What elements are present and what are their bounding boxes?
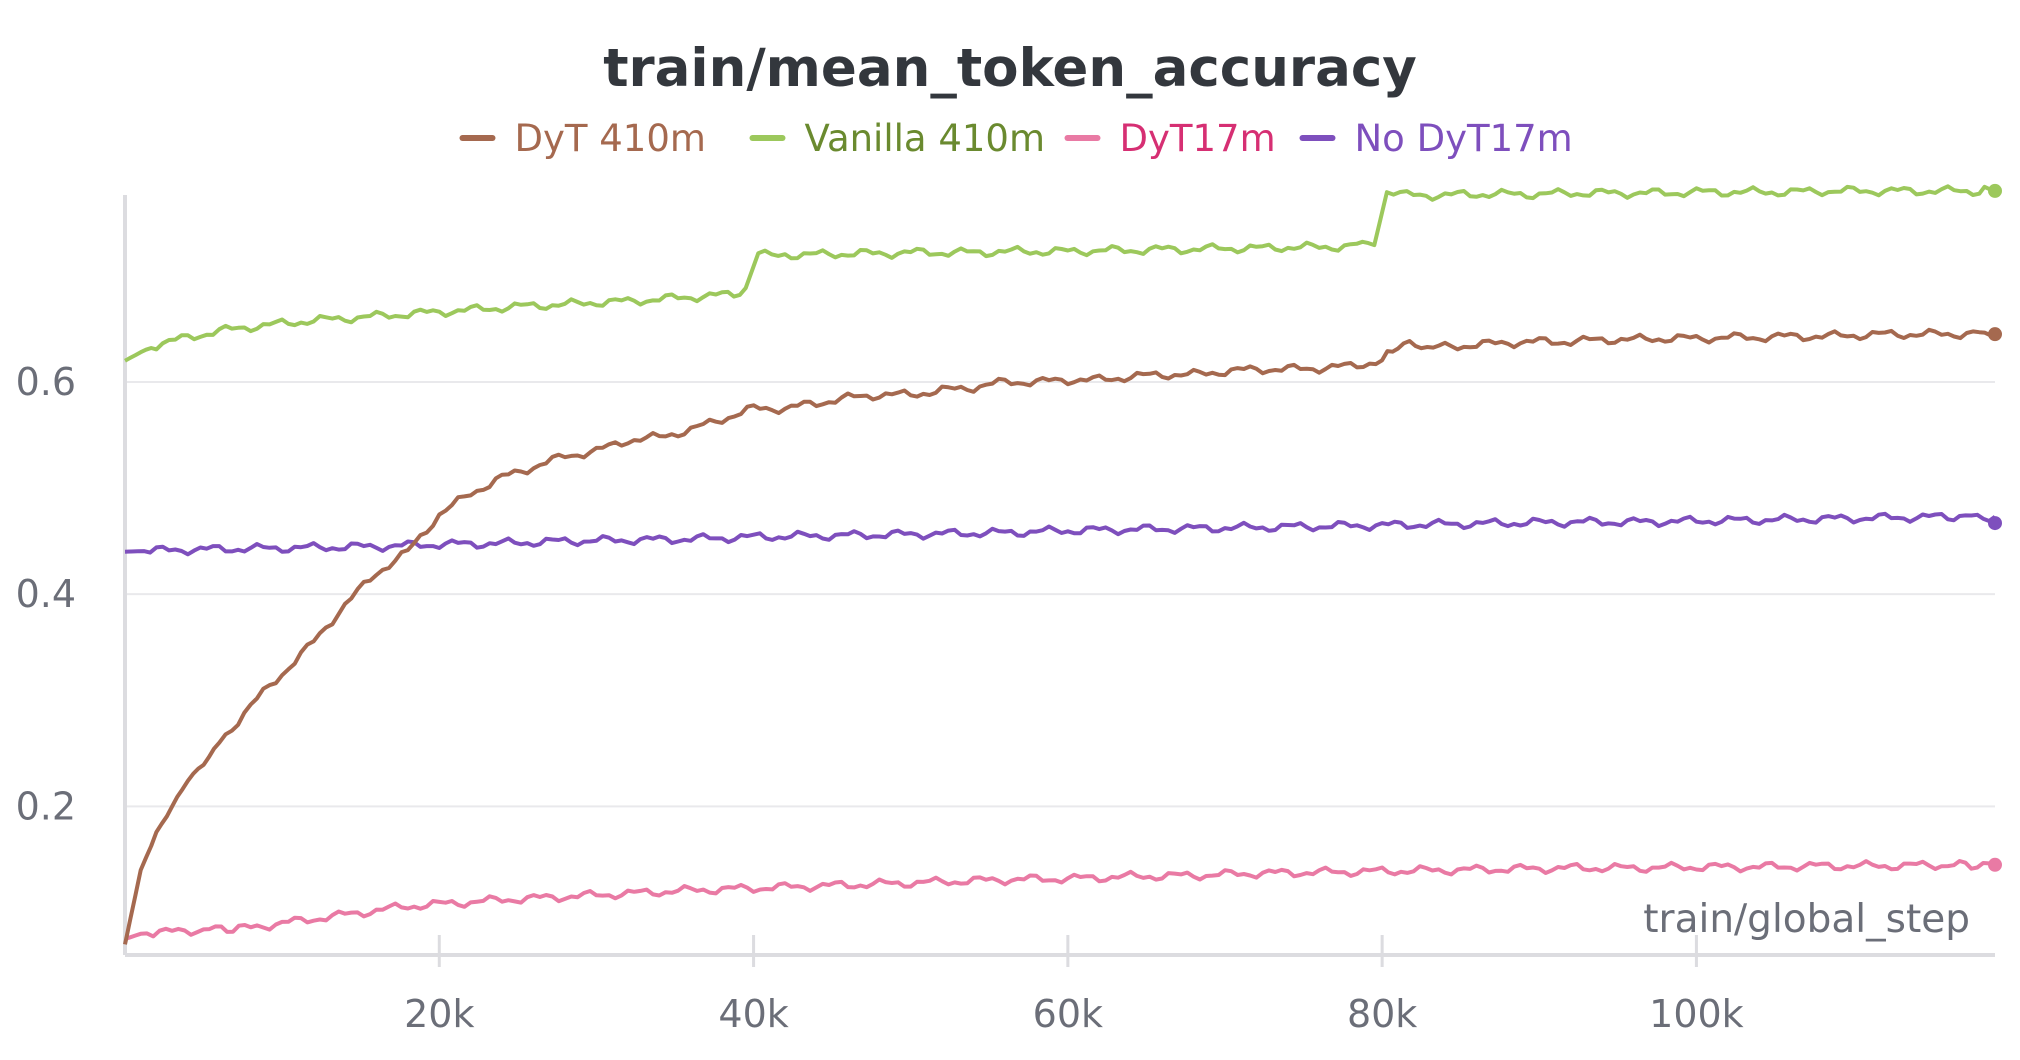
legend-item[interactable]: No DyT17m (1299, 117, 1573, 160)
axes (123, 195, 1995, 967)
legend-item[interactable]: DyT17m (1064, 117, 1276, 160)
y-tick-label: 0.4 (16, 572, 76, 616)
y-tick-label: 0.2 (16, 784, 76, 828)
series-line (124, 859, 1996, 941)
legend-label: No DyT17m (1355, 117, 1573, 160)
tick-labels: 20k 40k 60k 80k 100k 0.2 0.4 0.6 (16, 360, 1744, 1036)
legend-label: Vanilla 410m (805, 117, 1046, 160)
series-endpoint (1988, 857, 2002, 872)
series-endpoint (1988, 183, 2002, 198)
legend-item[interactable]: DyT 410m (459, 117, 706, 160)
legend: DyT 410m Vanilla 410m DyT17m No DyT17m (459, 117, 1573, 160)
series-endpoint (1988, 327, 2002, 342)
grid-lines (125, 380, 1995, 808)
legend-item[interactable]: Vanilla 410m (749, 117, 1046, 160)
x-tick-label: 80k (1347, 992, 1417, 1036)
chart-title: train/mean_token_accuracy (603, 38, 1417, 99)
legend-label: DyT 410m (515, 117, 706, 160)
series-line (123, 327, 1996, 945)
legend-label: DyT17m (1120, 117, 1276, 160)
y-tick-label: 0.6 (16, 360, 76, 404)
series-endpoint (1988, 516, 2002, 531)
x-tick-label: 40k (718, 992, 788, 1036)
series-lines (123, 183, 2002, 945)
x-axis-title: train/global_step (1643, 897, 1970, 942)
series-line (124, 511, 1997, 557)
x-tick-label: 100k (1649, 992, 1744, 1036)
series-line (124, 184, 1996, 363)
x-tick-label: 60k (1033, 992, 1103, 1036)
x-tick-label: 20k (404, 992, 474, 1036)
